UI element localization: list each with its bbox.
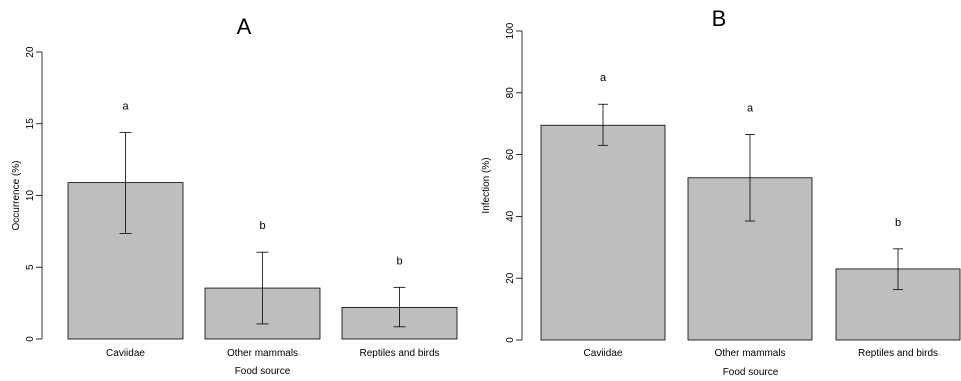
panel-a-category-label: Caviidae [106, 348, 145, 359]
panel-b: B 0 20 40 60 80 100 Infection (%) a Caviidae a Othe… [481, 6, 961, 378]
panel-a-significance-label: b [396, 255, 402, 267]
panel-b-y-tick-label: 40 [505, 210, 516, 222]
panel-b-category-label: Other mammals [714, 348, 785, 359]
panel-b-y-axis-title: Infection (%) [481, 157, 492, 213]
panel-a: A 0 5 10 15 20 Occurrence (%) a Caviidae b Other m… [11, 14, 458, 377]
panel-b-category-label: Caviidae [584, 348, 623, 359]
panel-b-y-tick-label: 0 [505, 337, 516, 343]
panel-b-y-tick-label: 20 [505, 272, 516, 284]
panel-a-category-label: Reptiles and birds [359, 348, 439, 359]
panel-a-y-tick-label: 15 [25, 118, 36, 130]
panel-b-y-tick-label: 100 [505, 22, 516, 39]
panel-b-y-tick-label: 80 [505, 87, 516, 99]
panel-b-title: B [712, 6, 727, 31]
panel-b-category-label: Reptiles and birds [858, 348, 938, 359]
panel-a-y-axis-title: Occurrence (%) [11, 160, 22, 230]
panel-b-significance-label: b [895, 217, 901, 229]
panel-a-y-tick-label: 5 [25, 264, 36, 270]
panel-b-significance-label: a [747, 103, 754, 115]
panel-a-category-label: Other mammals [227, 348, 298, 359]
panel-b-x-axis-title: Food source [723, 367, 779, 378]
panel-a-y-tick-label: 20 [25, 46, 36, 58]
panel-a-y-tick-label: 0 [25, 336, 36, 342]
panel-b-significance-label: a [600, 72, 607, 84]
panel-b-y-tick-label: 60 [505, 149, 516, 161]
panel-a-x-axis-title: Food source [235, 366, 291, 377]
panel-a-title: A [237, 14, 252, 39]
panel-a-significance-label: b [259, 220, 265, 232]
panel-a-y-tick-label: 10 [25, 190, 36, 202]
panel-b-bar [540, 124, 666, 341]
panel-a-significance-label: a [122, 100, 129, 112]
